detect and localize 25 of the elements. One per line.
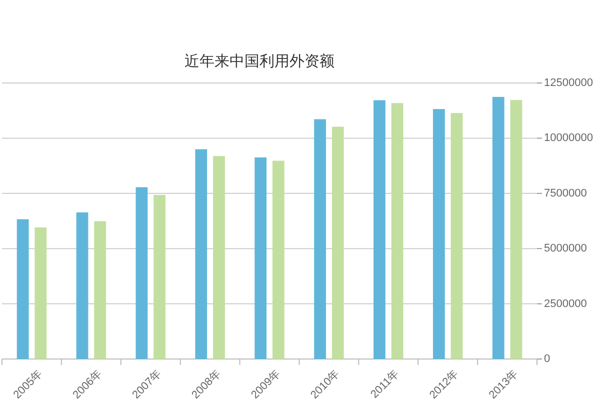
bar xyxy=(254,157,267,359)
bar xyxy=(154,194,166,359)
y-tick-label: 7500000 xyxy=(544,187,587,200)
bar xyxy=(94,221,106,359)
bar xyxy=(332,126,344,359)
chart-title: 近年来中国利用外资额 xyxy=(184,53,334,70)
bar xyxy=(213,156,225,359)
y-tick-label: 0 xyxy=(544,353,550,365)
bar xyxy=(16,219,29,359)
bar xyxy=(432,109,445,359)
y-tick-label: 10000000 xyxy=(544,132,593,144)
bar xyxy=(76,212,88,359)
bar xyxy=(450,113,463,359)
bar xyxy=(391,103,404,359)
bar xyxy=(374,100,386,359)
y-tick-label: 2500000 xyxy=(544,298,587,310)
bar xyxy=(195,149,208,359)
bar xyxy=(34,227,47,359)
bar xyxy=(314,119,326,359)
bar xyxy=(136,187,148,359)
y-tick-label: 12500000 xyxy=(544,77,593,89)
bar xyxy=(492,96,504,359)
bar xyxy=(272,160,284,359)
y-tick-label: 5000000 xyxy=(544,242,587,255)
bar xyxy=(510,100,522,359)
